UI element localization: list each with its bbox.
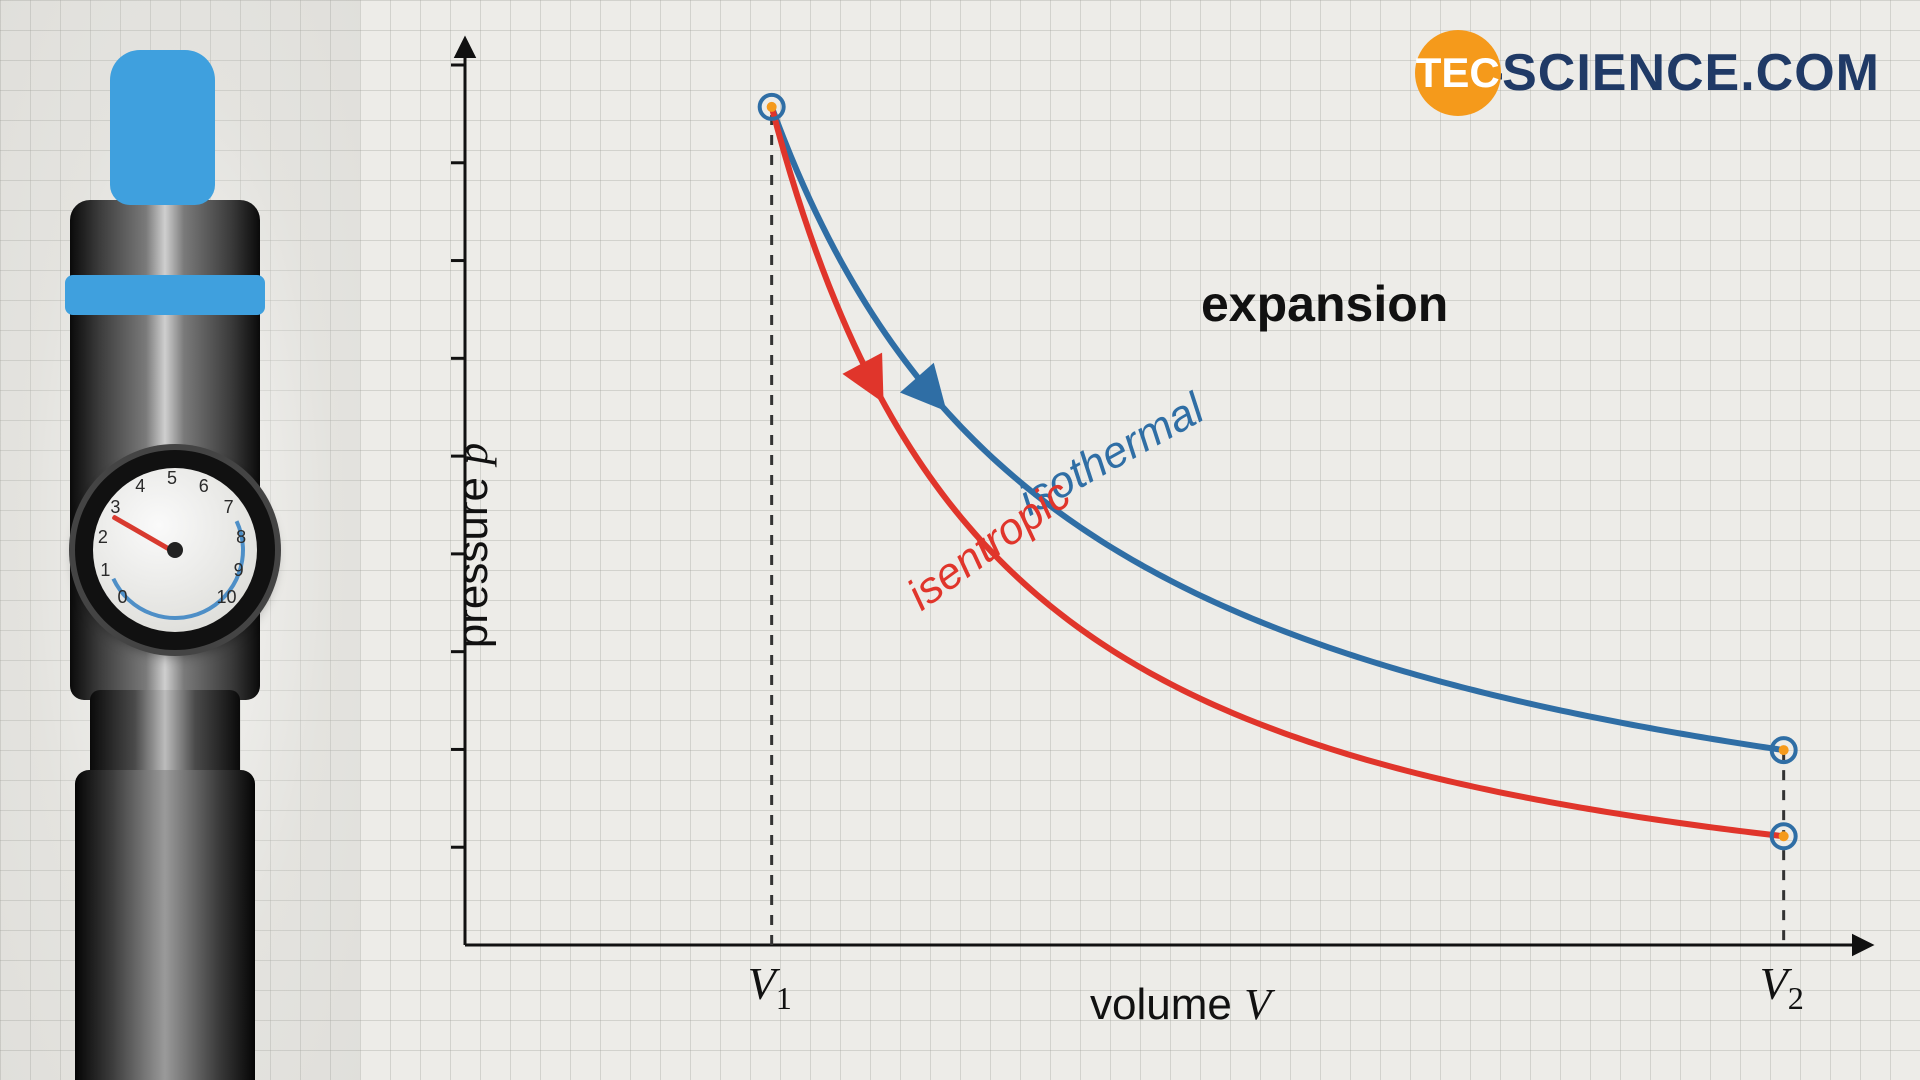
gauge-number: 6: [199, 476, 209, 497]
gauge-number: 5: [167, 468, 177, 489]
gauge-center: [167, 542, 183, 558]
cylinder-cap: [110, 50, 215, 205]
gauge-number: 7: [224, 497, 234, 518]
pv-chart: pressure p volume V expansion isothermal…: [430, 40, 1870, 1020]
photo-panel: 01 234 5 678 9 10: [0, 0, 360, 1080]
curve-isothermal: [772, 107, 1784, 750]
cylinder-ring: [65, 275, 265, 315]
cylinder-body-mid: [90, 690, 240, 780]
cylinder-body-bot: [75, 770, 255, 1080]
gauge-number: 2: [98, 527, 108, 548]
v2-tick-label: V2: [1760, 957, 1804, 1017]
chart-svg: [430, 40, 1870, 1020]
stage: 012345678910 TEC -SCIENCE.COM pressure p…: [0, 0, 1920, 1080]
gauge-number: 1: [100, 560, 110, 581]
gauge-number: 10: [216, 587, 236, 608]
x-axis-label: volume V: [1090, 979, 1271, 1030]
chart-title: expansion: [1201, 275, 1448, 333]
gauge-number: 3: [110, 497, 120, 518]
gauge-number: 4: [135, 476, 145, 497]
gauge-number: 9: [234, 560, 244, 581]
gas-cylinder: 01 234 5 678 9 10: [60, 50, 270, 1050]
y-axis-label: pressure p: [447, 443, 498, 648]
gauge-number: 8: [236, 527, 246, 548]
gauge-number: 0: [118, 587, 128, 608]
pressure-gauge: 01 234 5 678 9 10: [75, 450, 275, 650]
v1-tick-label: V1: [748, 957, 792, 1017]
